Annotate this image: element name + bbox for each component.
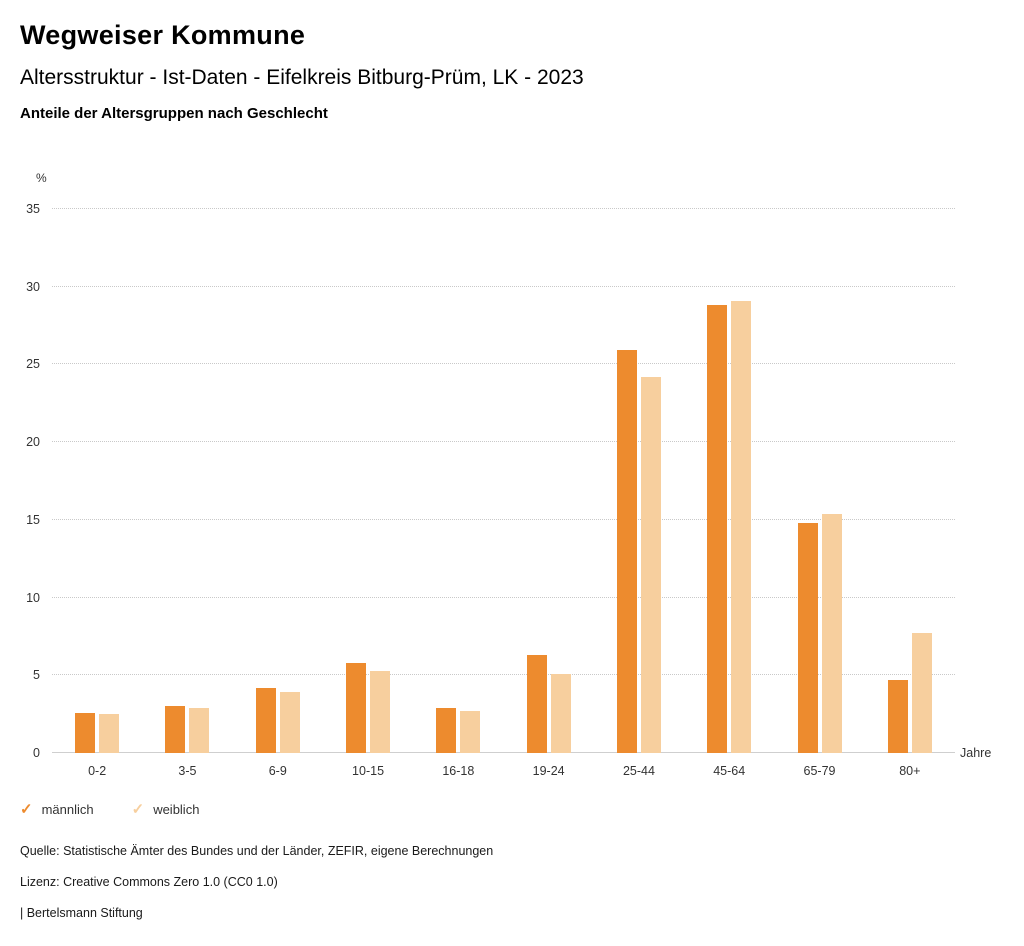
bar-weiblich-80+[interactable] [911, 633, 932, 753]
bar-männlich-45-64[interactable] [707, 305, 728, 753]
bar-group-16-18 [413, 209, 503, 753]
x-axis: 0-2 3-5 6-9 10-15 16-18 19-24 25-44 45-64 65-79 8… [52, 764, 955, 778]
y-axis-tick-label: 20 [26, 435, 40, 450]
attribution-note: | Bertelsmann Stiftung [20, 906, 143, 920]
bar-group-80+ [865, 209, 955, 753]
gridline-0 [52, 752, 955, 753]
chart-subtitle: Altersstruktur - Ist-Daten - Eifelkreis … [20, 66, 584, 89]
y-axis-tick-label: 35 [26, 202, 40, 216]
y-axis-tick-label: 30 [26, 279, 40, 294]
y-axis: 0 5 10 15 20 25 30 35 [8, 202, 40, 760]
bar-group-65-79 [774, 209, 864, 753]
legend-item-weiblich[interactable]: ✓ weiblich [132, 802, 200, 817]
gridline-30 [52, 285, 955, 287]
legend-item-männlich[interactable]: ✓ männlich [20, 802, 94, 817]
source-note: Quelle: Statistische Ämter des Bundes un… [20, 844, 494, 858]
bar-männlich-6-9[interactable] [255, 687, 276, 753]
x-axis-category-label: 6-9 [268, 764, 287, 778]
bar-weiblich-0-2[interactable] [99, 714, 120, 753]
bar-männlich-80+[interactable] [887, 679, 908, 753]
bar-weiblich-25-44[interactable] [640, 376, 661, 753]
license-note: Lizenz: Creative Commons Zero 1.0 (CC0 1… [20, 875, 278, 889]
x-axis-category-label: 65-79 [803, 764, 836, 778]
chart-legend: ✓ männlich ✓ weiblich [20, 802, 199, 817]
bar-group-10-15 [323, 209, 413, 753]
check-icon: ✓ [20, 801, 33, 818]
check-icon: ✓ [131, 801, 145, 818]
bar-weiblich-19-24[interactable] [550, 673, 571, 753]
page-title: Wegweiser Kommune [20, 20, 306, 50]
bar-group-3-5 [142, 209, 232, 753]
x-axis-category-label: 80+ [899, 764, 921, 778]
gridline-10 [52, 596, 955, 598]
bar-männlich-25-44[interactable] [616, 350, 637, 753]
gridline-25 [52, 363, 955, 365]
bar-weiblich-65-79[interactable] [821, 513, 842, 753]
bar-weiblich-10-15[interactable] [370, 670, 391, 753]
y-axis-tick-label: 5 [33, 668, 40, 683]
y-axis-tick-label: 15 [26, 512, 40, 527]
gridline-15 [52, 518, 955, 520]
bar-weiblich-3-5[interactable] [189, 707, 210, 753]
y-axis-tick-label: 25 [26, 357, 40, 372]
chart-heading: Anteile der Altersgruppen nach Geschlech… [20, 105, 328, 122]
legend-label: männlich [41, 802, 94, 817]
bar-männlich-0-2[interactable] [75, 712, 96, 753]
x-axis-category-label: 45-64 [713, 764, 746, 778]
bar-group-19-24 [503, 209, 593, 753]
bar-group-0-2 [52, 209, 142, 753]
x-axis-unit-label: Jahre [960, 746, 992, 760]
bar-weiblich-16-18[interactable] [460, 711, 481, 753]
bar-männlich-16-18[interactable] [436, 707, 457, 753]
gridline-20 [52, 441, 955, 443]
y-axis-tick-label: 10 [26, 590, 40, 605]
x-axis-category-label: 16-18 [442, 764, 475, 778]
bar-group-45-64 [684, 209, 774, 753]
y-axis-tick-label: 0 [33, 746, 40, 760]
y-axis-unit-label: % [36, 171, 47, 185]
gridline-35 [52, 208, 955, 209]
bar-männlich-19-24[interactable] [526, 655, 547, 753]
plot-area [52, 208, 955, 753]
bar-groups [52, 209, 955, 753]
legend-label: weiblich [153, 802, 200, 817]
bar-männlich-3-5[interactable] [165, 706, 186, 753]
bar-group-6-9 [233, 209, 323, 753]
x-axis-category-label: 10-15 [352, 764, 385, 778]
bar-männlich-65-79[interactable] [797, 522, 818, 753]
x-axis-category-label: 0-2 [88, 764, 107, 778]
bar-männlich-10-15[interactable] [346, 662, 367, 753]
bar-weiblich-45-64[interactable] [731, 300, 752, 753]
x-axis-category-label: 3-5 [178, 764, 197, 778]
bar-weiblich-6-9[interactable] [279, 692, 300, 753]
gridline-5 [52, 674, 955, 676]
x-axis-category-label: 25-44 [622, 764, 655, 778]
bar-group-25-44 [594, 209, 684, 753]
x-axis-category-label: 19-24 [532, 764, 565, 778]
